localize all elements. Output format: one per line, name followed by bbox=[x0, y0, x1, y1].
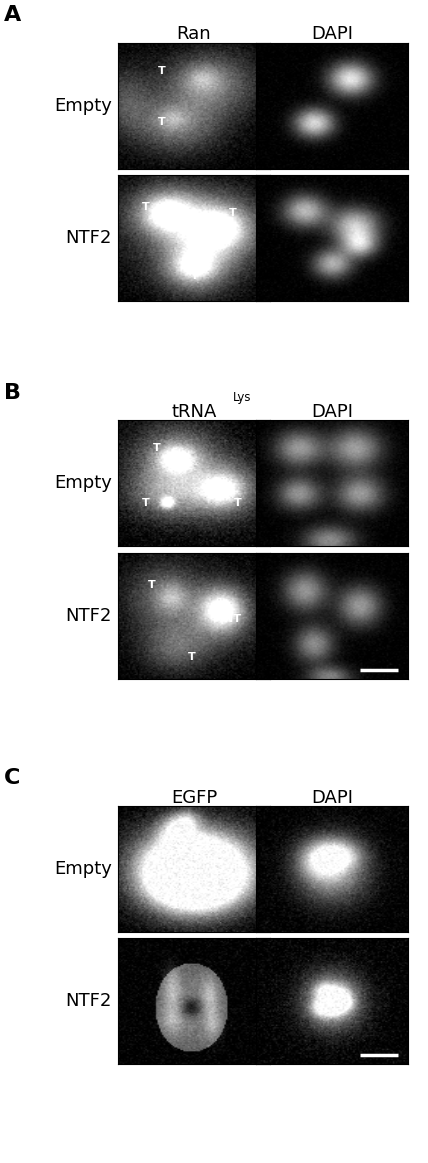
Text: T: T bbox=[153, 443, 160, 454]
Text: tRNA: tRNA bbox=[171, 404, 217, 421]
Text: T: T bbox=[158, 66, 165, 77]
Text: EGFP: EGFP bbox=[171, 789, 217, 807]
Text: T: T bbox=[233, 498, 241, 507]
Text: T: T bbox=[188, 652, 196, 662]
Text: T: T bbox=[158, 116, 165, 127]
Text: Empty: Empty bbox=[54, 97, 112, 115]
Text: Empty: Empty bbox=[54, 475, 112, 492]
Text: Ran: Ran bbox=[177, 24, 211, 43]
Text: NT: NT bbox=[224, 614, 241, 625]
Text: Empty: Empty bbox=[54, 859, 112, 878]
Text: NTF2: NTF2 bbox=[65, 607, 112, 625]
Text: T: T bbox=[229, 208, 237, 219]
Text: A: A bbox=[4, 5, 21, 24]
Text: DAPI: DAPI bbox=[311, 24, 353, 43]
Text: NTF2: NTF2 bbox=[65, 229, 112, 247]
Text: T: T bbox=[191, 271, 199, 281]
Text: DAPI: DAPI bbox=[311, 789, 353, 807]
Text: NTF2: NTF2 bbox=[65, 992, 112, 1009]
Text: T: T bbox=[142, 498, 150, 507]
Text: B: B bbox=[4, 383, 21, 404]
Text: Lys: Lys bbox=[233, 391, 251, 404]
Text: DAPI: DAPI bbox=[311, 404, 353, 421]
Text: T: T bbox=[142, 202, 150, 212]
Text: C: C bbox=[4, 768, 21, 789]
Text: T: T bbox=[149, 580, 156, 590]
